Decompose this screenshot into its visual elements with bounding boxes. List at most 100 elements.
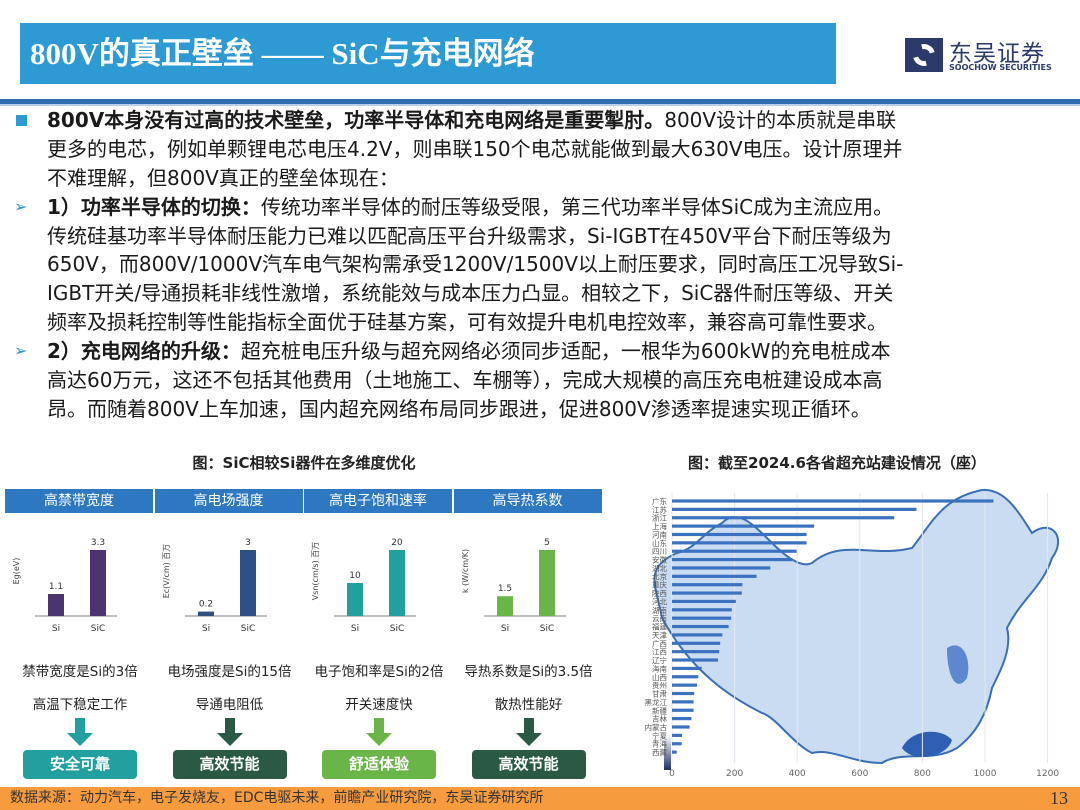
bar-si	[347, 583, 363, 616]
bar-value-label: 3.3	[91, 538, 105, 548]
text-line: ➢ 2）充电网络的升级：超充桩电压升级与超充网络必须同步适配，一根华为600kW的…	[14, 337, 1074, 366]
slide-title: 800V的真正壁垒 —— SiC与充电网络	[20, 23, 836, 84]
divider-light	[0, 104, 1080, 106]
province-label: 广西	[652, 638, 667, 648]
bar-value-label: 1.1	[49, 582, 63, 592]
text-line: 传统硅基功率半导体耐压能力已难以匹配高压平台升级需求，Si-IGBT在450V平…	[14, 222, 1074, 251]
bar-value-label: 3	[245, 538, 251, 548]
line-text: 不难理解，但800V真正的壁垒体现在：	[47, 165, 399, 190]
line-text: 频率及损耗控制等性能指标全面优于硅基方案，可有效提升电机电控效率，兼容高可靠性要…	[47, 310, 887, 335]
guangdong-region	[902, 731, 952, 757]
effect-text: 开关速度快	[345, 697, 413, 713]
panel-header: 高电场强度	[154, 489, 304, 513]
province-label: 安徽	[652, 555, 667, 565]
province-label: 内蒙古	[645, 722, 668, 732]
province-label: 江西	[652, 648, 667, 657]
bar-5	[672, 541, 807, 545]
x-tick-label: 400	[789, 769, 806, 779]
arrow-bullet-icon: ➢	[14, 196, 28, 216]
bar-19	[672, 658, 719, 662]
province-label: 海南	[652, 663, 667, 673]
province-label: 湖北	[652, 564, 667, 573]
bar-21	[672, 675, 699, 679]
bar-9	[672, 574, 757, 578]
province-label: 新疆	[652, 705, 667, 715]
text-line: 800V本身没有过高的技术壁垒，功率半导体和充电网络是重要掣肘。800V设计的本…	[14, 106, 1074, 135]
bar-30	[672, 750, 677, 754]
bar-12	[672, 599, 736, 604]
bar-sic	[90, 550, 106, 616]
province-label: 山东	[652, 538, 667, 548]
bar-4	[672, 532, 807, 537]
left-figure-caption: 图：SiC相较Si器件在多维度优化	[192, 454, 416, 472]
bar-17	[672, 641, 721, 645]
bar-value-label: 1.5	[497, 584, 511, 594]
text-line: 高达60万元，这还不包括其他费用（土地施工、车棚等），完成大规模的高压充电桩建设…	[14, 366, 1074, 395]
panel-header: 高电子饱和速率	[304, 489, 453, 513]
province-label: 广东	[652, 496, 667, 506]
line-text: IGBT开关/导通损耗非线性激增，系统能效与成本压力凸显。相较之下，SiC器件耐…	[47, 281, 894, 306]
mini-bar-chart: Vsn(cm/s) 百万 10 Si 20 SiC	[311, 538, 416, 634]
comparison-text: 导热系数是Si的3.5倍	[464, 664, 593, 680]
y-axis-label: Ec(V/cm) 百万	[162, 544, 171, 599]
color-legend	[664, 735, 671, 770]
bar-si	[496, 596, 513, 616]
right-figure-caption: 图：截至2024.6各省超充站建设情况（座）	[688, 454, 986, 472]
province-label: 陕西	[652, 588, 667, 598]
x-tick-label: Si	[500, 624, 508, 634]
benefit-badge: 安全可靠	[23, 750, 137, 779]
province-label: 河南	[652, 529, 667, 539]
footer: 数据来源：动力汽车，电子发烧友，EDC电驱未来，前瞻产业研究院，东吴证券研究所 …	[0, 787, 1080, 810]
bar-11	[672, 591, 742, 595]
effect-text: 高温下稳定工作	[32, 697, 128, 713]
province-label: 四川	[652, 547, 667, 556]
bar-13	[672, 608, 732, 612]
bar-value-label: 0.2	[198, 600, 212, 610]
province-label: 辽宁	[652, 655, 667, 665]
bar-value-label: 20	[391, 538, 403, 548]
text-line: 不难理解，但800V真正的壁垒体现在：	[14, 164, 1074, 193]
comparison-text: 禁带宽度是Si的3倍	[22, 664, 138, 680]
province-label: 上海	[652, 521, 667, 531]
down-arrow-icon	[67, 718, 93, 746]
bar-7	[672, 557, 793, 562]
bar-value-label: 5	[544, 538, 550, 548]
bar-3	[672, 524, 815, 528]
province-label: 贵州	[652, 680, 667, 690]
body-text: 800V本身没有过高的技术壁垒，功率半导体和充电网络是重要掣肘。800V设计的本…	[14, 106, 1074, 424]
bar-10	[672, 583, 743, 587]
x-tick-label: 600	[851, 769, 868, 779]
logo-cn: 东吴证券	[949, 41, 1045, 67]
province-label: 吉林	[652, 714, 667, 724]
bar-16	[672, 633, 723, 637]
page-number: 13	[1050, 788, 1068, 808]
logo-en: SOOCHOW SECURITIES	[949, 63, 1052, 72]
line-text: 超充桩电压升级与超充网络必须同步适配，一根华为600kW的充电桩成本	[240, 339, 891, 364]
bar-6	[672, 549, 797, 553]
line-text: 更多的电芯，例如单颗锂电芯电压4.2V，则串联150个电芯就能做到最大630V电…	[47, 136, 903, 161]
y-axis-label: k (W/cm/K)	[461, 549, 470, 593]
text-line: 频率及损耗控制等性能指标全面优于硅基方案，可有效提升电机电控效率，兼容高可靠性要…	[14, 308, 1074, 337]
x-tick-label: 0	[669, 769, 675, 779]
bold-lead: 2）充电网络的升级：	[47, 339, 241, 364]
bar-sic	[239, 550, 256, 616]
bar-24	[672, 700, 694, 704]
bar-si	[197, 611, 214, 616]
province-label: 云南	[652, 613, 667, 623]
x-tick-label: SiC	[91, 624, 106, 634]
bar-value-label: 10	[349, 571, 361, 581]
benefit-badge: 高效节能	[172, 750, 287, 779]
x-tick-label: 800	[914, 769, 931, 779]
bar-22	[672, 683, 698, 687]
mini-bar-chart: Ec(V/cm) 百万 0.2 Si 3 SiC	[162, 538, 267, 634]
panel-header: 高导热系数	[453, 489, 603, 513]
bar-27	[672, 725, 690, 729]
bar-15	[672, 624, 729, 629]
mini-bar-chart: Eg(eV) 1.1 Si 3.3 SiC	[12, 538, 117, 634]
province-label: 湖南	[652, 605, 667, 615]
province-label: 天津	[652, 631, 667, 640]
text-line: 更多的电芯，例如单颗锂电芯电压4.2V，则串联150个电芯就能做到最大630V电…	[14, 135, 1074, 164]
bold-lead: 1）功率半导体的切换：	[47, 194, 261, 219]
province-label: 黑龙江	[645, 697, 668, 707]
x-tick-label: 200	[726, 769, 743, 779]
